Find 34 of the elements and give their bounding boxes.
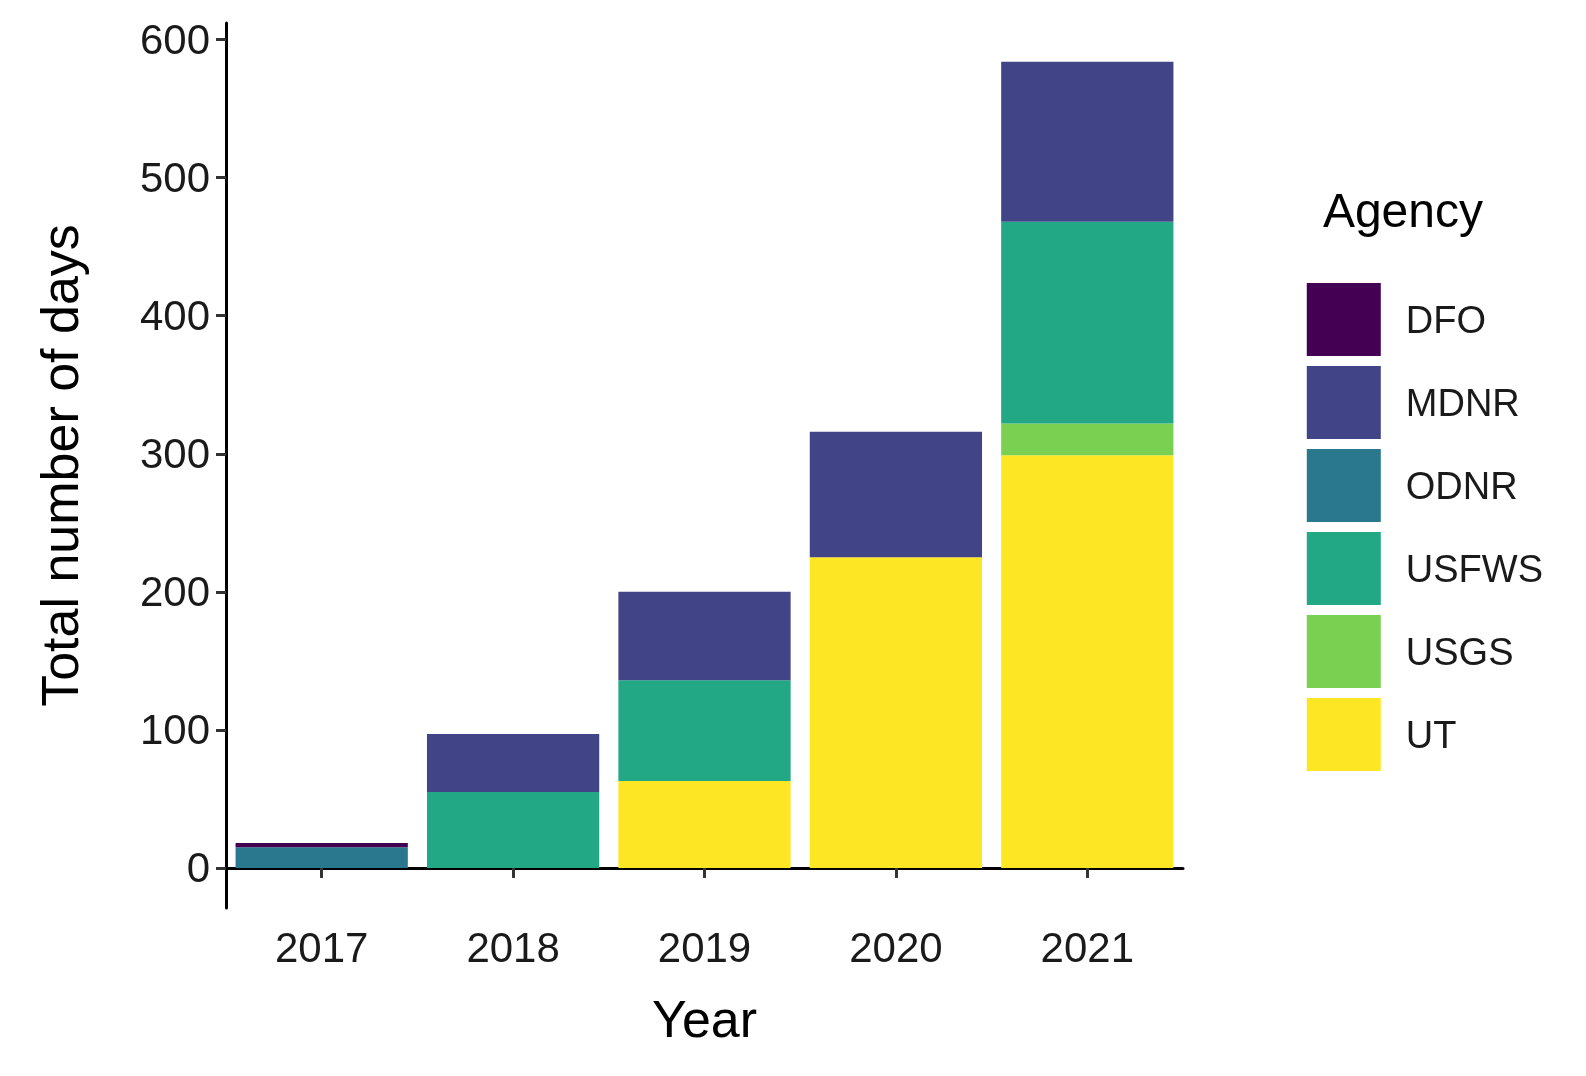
x-tick-label: 2019 bbox=[657, 923, 752, 971]
y-tick-label: 100 bbox=[139, 706, 210, 754]
legend-label: USGS bbox=[1405, 630, 1514, 673]
bar bbox=[618, 780, 791, 868]
legend-label: UT bbox=[1405, 713, 1457, 756]
x-axis-title: Year bbox=[651, 990, 758, 1048]
bar bbox=[235, 843, 408, 848]
y-tick-label: 400 bbox=[139, 292, 210, 340]
bar bbox=[618, 591, 791, 681]
legend-title: Agency bbox=[1322, 183, 1484, 237]
x-tick-label: 2017 bbox=[274, 923, 369, 971]
bar bbox=[1001, 61, 1174, 222]
x-tick-label: 2021 bbox=[1040, 923, 1135, 971]
bar bbox=[809, 557, 983, 868]
y-tick-label: 0 bbox=[186, 844, 210, 892]
x-tick-label: 2018 bbox=[466, 923, 560, 971]
y-tick-label: 200 bbox=[139, 568, 210, 616]
bar bbox=[235, 847, 408, 868]
bar bbox=[1001, 455, 1174, 868]
y-tick-label: 600 bbox=[139, 16, 210, 64]
bar bbox=[809, 431, 983, 558]
bar bbox=[1001, 423, 1174, 456]
legend-label: DFO bbox=[1405, 298, 1487, 341]
y-axis-title: Total number of days bbox=[31, 224, 89, 707]
y-tick-label: 500 bbox=[139, 154, 210, 202]
legend-label: USFWS bbox=[1405, 547, 1544, 590]
bar bbox=[426, 792, 600, 868]
legend-label: MDNR bbox=[1405, 381, 1520, 424]
bar bbox=[618, 680, 791, 781]
bar bbox=[1001, 221, 1174, 424]
bar bbox=[426, 734, 600, 793]
y-tick-label: 300 bbox=[139, 430, 210, 478]
legend-label: ODNR bbox=[1405, 464, 1518, 507]
x-tick-label: 2020 bbox=[849, 923, 943, 971]
